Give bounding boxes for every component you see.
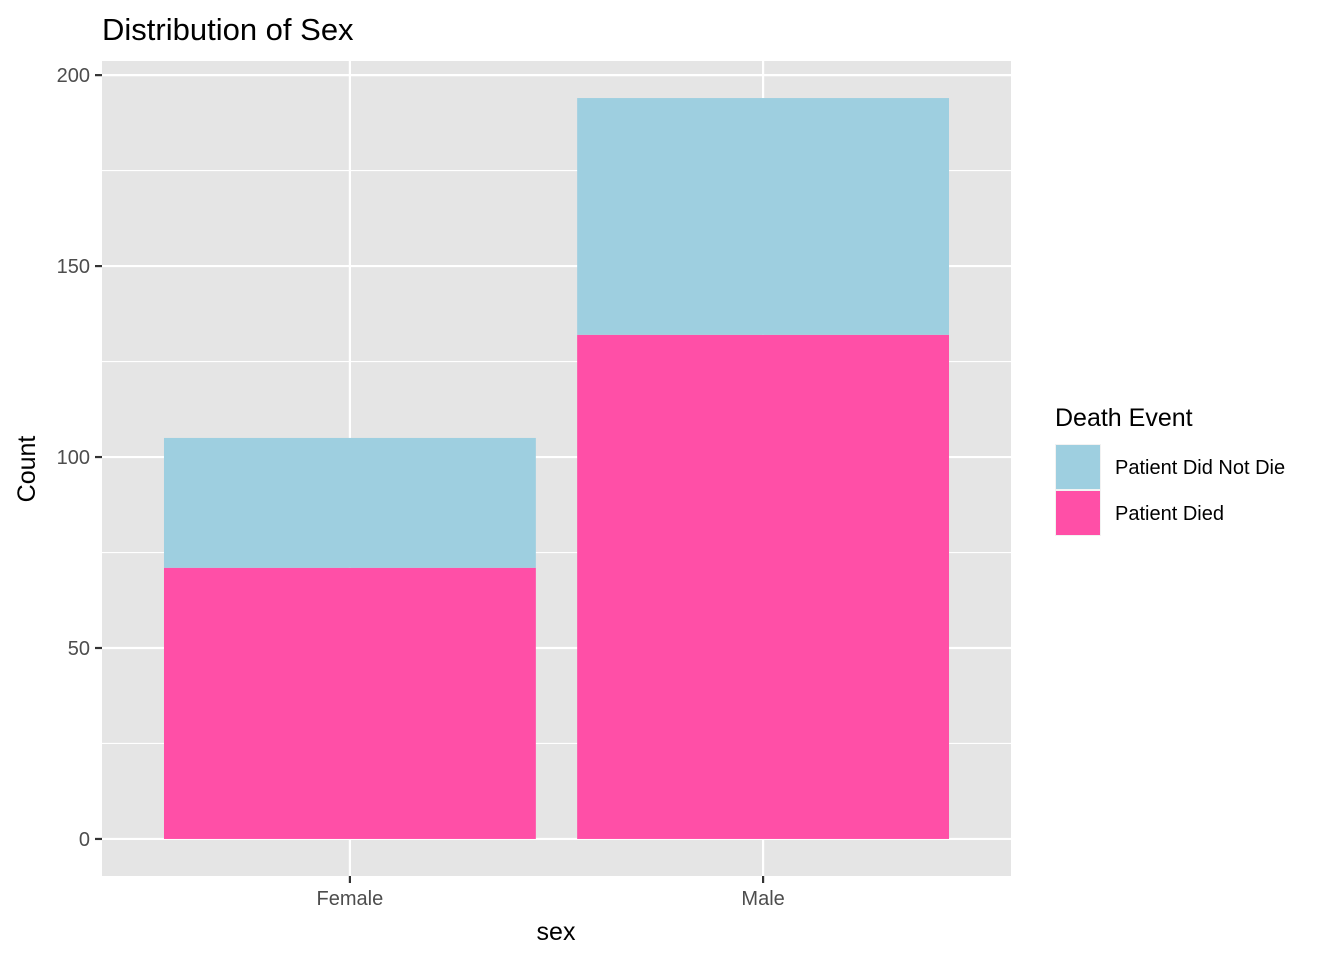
legend-label: Patient Died — [1115, 503, 1224, 525]
x-axis-title: sex — [537, 918, 576, 946]
bars — [163, 98, 950, 839]
x-tick-label: Male — [741, 888, 784, 910]
y-tick-label: 150 — [57, 256, 90, 278]
y-tick-label: 0 — [79, 829, 90, 851]
y-tick-label: 200 — [57, 65, 90, 87]
legend-key — [1056, 491, 1100, 535]
legend-key — [1056, 445, 1100, 489]
legend-label: Patient Did Not Die — [1115, 457, 1285, 479]
chart-title: Distribution of Sex — [102, 12, 354, 47]
x-axis: Female Male — [317, 876, 785, 910]
legend: Death Event Patient Did Not Die Patient D… — [1055, 404, 1285, 536]
bar-segment — [163, 437, 536, 568]
x-tick-label: Female — [317, 888, 384, 910]
y-tick-label: 100 — [57, 447, 90, 469]
y-axis: 0 50 100 150 200 — [57, 65, 102, 851]
y-axis-title: Count — [13, 436, 41, 503]
legend-title: Death Event — [1055, 404, 1193, 432]
bar-segment — [577, 98, 950, 335]
y-tick-label: 50 — [68, 638, 90, 660]
bar-segment — [163, 567, 536, 839]
bar-segment — [577, 334, 950, 839]
